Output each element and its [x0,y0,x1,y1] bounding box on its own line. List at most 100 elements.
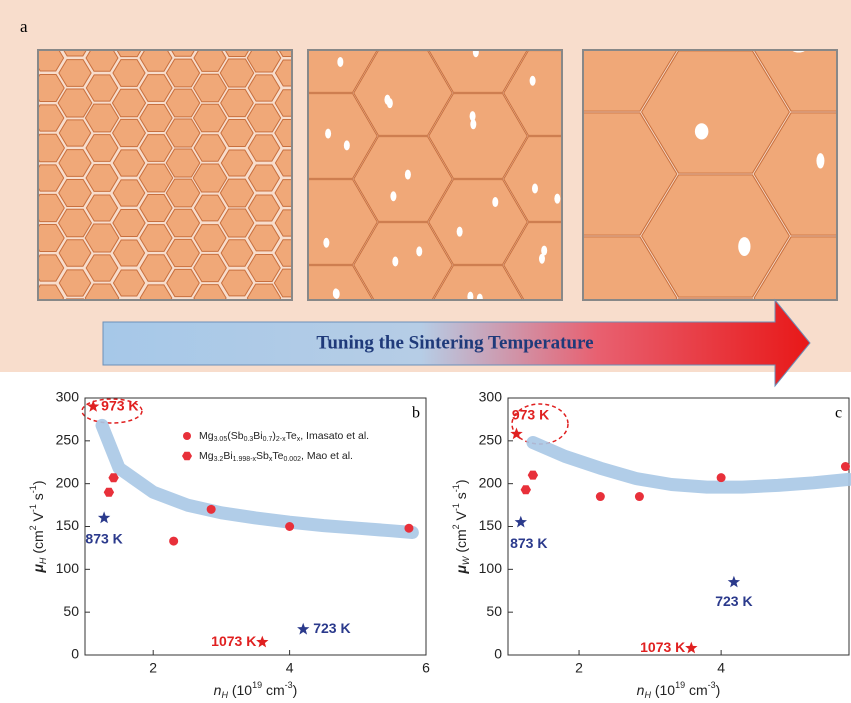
x-tick-label: 2 [575,660,583,676]
legend-entry-part: Te [272,450,283,462]
pore [554,194,560,204]
axis-label-part: V [30,511,46,525]
data-point [596,492,605,501]
legend-entry-part: 3.2 [214,456,224,463]
pore [700,415,706,425]
legend-entry-part: 0.7 [263,436,273,443]
pore [601,442,610,456]
grain [654,395,753,480]
axis-label-part: ) [30,480,46,485]
star-point [515,516,527,528]
annotation: 723 K [313,620,350,636]
annotation: 873 K [510,535,547,551]
grain [754,361,851,483]
axis-label: μH (cm2 V-1 s-1) [28,480,48,573]
arrow-text: Tuning the Sintering Temperature [316,332,593,353]
pore [814,553,831,564]
pore [820,415,828,434]
pore [567,517,577,531]
star-point [98,511,110,523]
data-point [404,524,413,533]
data-point [207,505,216,514]
grain [754,485,851,607]
axis-label-part: 19 [252,680,262,690]
figure: a Tuning the Sintering Temperature 05010… [0,0,851,703]
legend-entry-part: , Mao et al. [301,450,353,462]
axis-label-part: cm [685,682,708,698]
annotation: 1073 K [640,639,685,655]
pore [623,404,629,414]
axis-label-part: ) [453,479,469,484]
axis-label-part: -1 [28,485,38,493]
pore [470,111,476,121]
legend-entry-part: 3.05 [214,436,228,443]
data-point [169,537,178,546]
axis-label-part: s [30,493,46,504]
data-point [521,485,531,494]
pore [816,153,824,168]
y-tick-label: 150 [56,517,80,533]
legend-entry-part: (Sb [227,430,244,442]
pore [390,191,396,201]
legend-entry-part: Mg [199,430,214,442]
star-point [728,576,740,588]
axis-label: nH (1019 cm-3) [637,680,721,700]
y-tick-label: 250 [56,432,80,448]
annotation: 1073 K [211,633,256,649]
y-tick-label: 0 [71,646,79,662]
pore [447,591,462,602]
axis-label-part: ) [293,682,298,698]
legend-entry-part: Te [286,430,297,442]
legend-entry: Mg3.2Bi1.998-xSbxTe0.002, Mao et al. [199,450,353,464]
pore [462,394,468,404]
axis-label-part: -1 [451,484,461,492]
axis-label-part: (10 [651,682,675,698]
pore [344,140,350,150]
axis-label-part: n [637,682,645,698]
data-point [635,492,644,501]
pore [704,439,710,449]
annotation: 973 K [512,407,549,423]
pore [541,246,547,256]
panel-label: c [835,405,842,422]
axis-label-part: -3 [708,680,716,690]
legend-entry-part: 0.3 [244,436,254,443]
axis-label-part: -3 [285,680,293,690]
x-tick-label: 6 [422,660,430,676]
star-point [297,623,309,635]
panel-label: b [412,405,420,422]
legend-entry: Mg3.05(Sb0.3Bi0.7)2-xTex, Imasato et al. [199,430,369,444]
axis-label-part: s [453,492,469,503]
legend-entry-part: , Imasato et al. [300,430,369,442]
data-point [528,471,538,480]
legend-entry-part: Bi [253,430,262,442]
plot-frame [508,398,849,655]
star-point [510,428,522,440]
pore [695,123,709,139]
y-tick-label: 250 [479,432,503,448]
axis-label-part: ) [716,682,721,698]
pore [532,183,538,193]
annotation: 723 K [715,593,752,609]
trend-band [533,443,849,488]
x-tick-label: 2 [149,660,157,676]
pore [405,170,411,180]
axis-label-part: (cm [30,530,46,557]
pore [325,129,331,139]
pore [680,601,693,614]
y-tick-label: 300 [479,389,503,405]
star-point [256,636,268,648]
pore [387,98,393,108]
y-tick-label: 200 [56,474,80,490]
legend-marker [182,452,192,461]
star-point [685,642,697,654]
x-tick-label: 4 [717,660,725,676]
pore [310,390,316,400]
x-tick-label: 4 [286,660,294,676]
star-point [87,400,99,412]
legend-entry-part: 0.002 [283,456,301,463]
y-tick-label: 100 [56,560,80,576]
axis-label-part: (cm [453,529,469,556]
axis-label-part: (10 [228,682,252,698]
data-point [841,462,850,471]
